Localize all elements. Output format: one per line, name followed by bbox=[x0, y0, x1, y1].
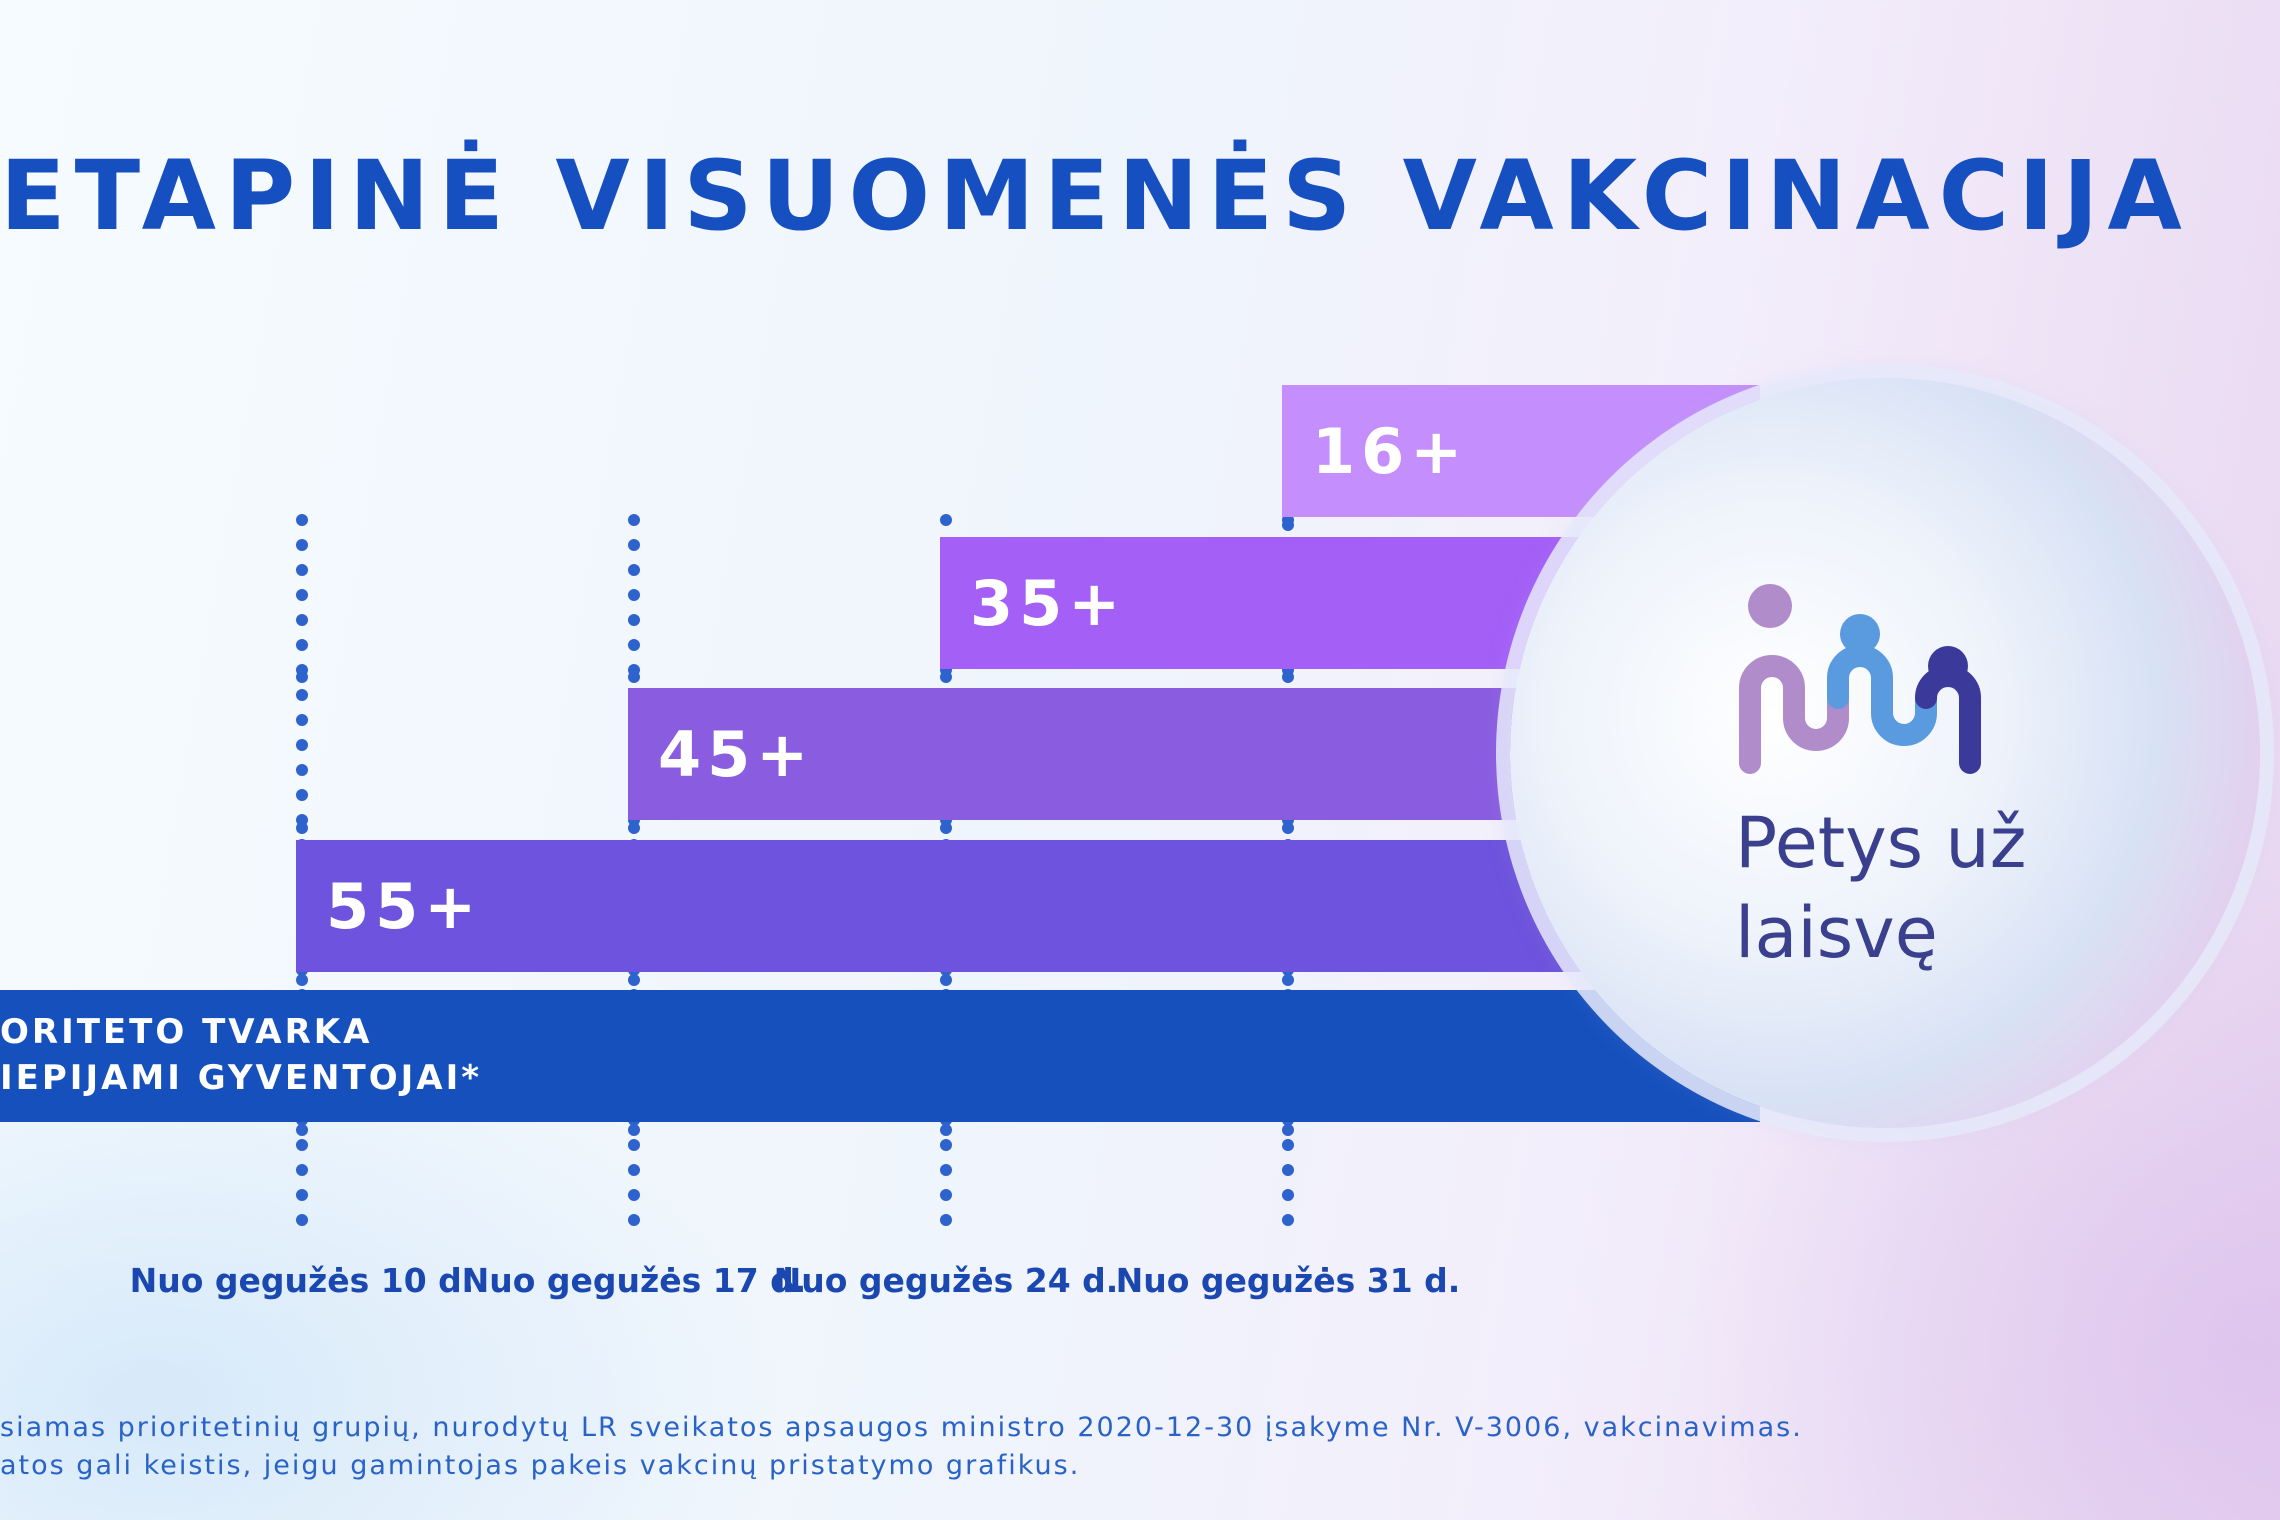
milestone-dot-2-2 bbox=[628, 671, 640, 683]
milestone-dot-4-3 bbox=[1282, 822, 1294, 834]
timeline-label-1: Nuo gegužės 10 d. bbox=[130, 1261, 475, 1300]
bar-label-base-line-2: IEPIJAMI GYVENTOJAI* bbox=[0, 1058, 482, 1098]
bar-label-55: 55+ bbox=[326, 870, 482, 943]
timeline-label-3: Nuo gegužės 24 d. bbox=[774, 1261, 1119, 1300]
milestone-dot-3-2 bbox=[940, 671, 952, 683]
milestone-dot-1-5 bbox=[296, 1124, 308, 1136]
milestone-dot-3-3 bbox=[940, 822, 952, 834]
milestone-dot-4-5 bbox=[1282, 1124, 1294, 1136]
milestone-dot-4-2 bbox=[1282, 671, 1294, 683]
bar-label-35: 35+ bbox=[970, 567, 1126, 640]
logo-text-line-1: Petys už bbox=[1735, 802, 2027, 884]
milestone-dot-1-4 bbox=[296, 974, 308, 986]
bar-oriteto-tvarka bbox=[0, 990, 1760, 1122]
footnote-line-1: siamas prioritetinių grupių, nurodytų LR… bbox=[0, 1412, 1803, 1443]
timeline-label-4: Nuo gegužės 31 d. bbox=[1116, 1261, 1461, 1300]
milestone-dot-4-4 bbox=[1282, 974, 1294, 986]
page-title: ETAPINĖ VISUOMENĖS VAKCINACIJA bbox=[0, 140, 2191, 252]
footnote-line-2: atos gali keistis, jeigu gamintojas pake… bbox=[0, 1450, 1081, 1481]
petys-uz-laisve-logo: Petys už laisvę bbox=[1510, 378, 2260, 1128]
people-icon bbox=[1739, 584, 1981, 774]
bar-label-base-line-1: ORITETO TVARKA bbox=[0, 1012, 372, 1052]
timeline-label-2: Nuo gegužės 17 d. bbox=[462, 1261, 807, 1300]
milestone-dot-2-3 bbox=[628, 822, 640, 834]
milestone-dot-3-5 bbox=[940, 1124, 952, 1136]
logo-text: Petys už laisvę bbox=[1735, 798, 2026, 978]
milestone-dot-2-5 bbox=[628, 1124, 640, 1136]
milestone-dot-2-4 bbox=[628, 974, 640, 986]
bar-label-base: ORITETO TVARKA IEPIJAMI GYVENTOJAI* bbox=[0, 1012, 482, 1098]
milestone-dot-4-1 bbox=[1282, 519, 1294, 531]
milestone-dot-3-4 bbox=[940, 974, 952, 986]
logo-text-line-2: laisvę bbox=[1735, 892, 1938, 974]
bar-label-45: 45+ bbox=[658, 718, 814, 791]
milestone-dot-1-3 bbox=[296, 822, 308, 834]
bar-55 bbox=[296, 840, 1760, 972]
milestone-dot-1-2 bbox=[296, 671, 308, 683]
bar-label-16: 16+ bbox=[1312, 415, 1468, 488]
